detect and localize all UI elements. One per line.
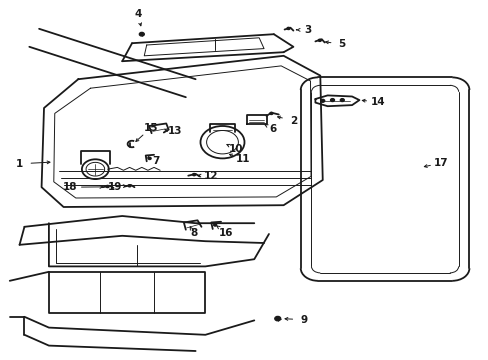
Text: 9: 9	[300, 315, 307, 325]
Text: 3: 3	[304, 25, 311, 35]
Circle shape	[318, 39, 321, 41]
Text: 19: 19	[107, 182, 122, 192]
Text: 7: 7	[151, 156, 159, 166]
Circle shape	[274, 316, 280, 321]
Circle shape	[340, 99, 344, 102]
Text: 16: 16	[218, 228, 233, 238]
Text: 5: 5	[338, 39, 345, 49]
Text: 17: 17	[433, 158, 448, 168]
Text: 2: 2	[289, 116, 296, 126]
Circle shape	[286, 27, 289, 30]
Circle shape	[320, 99, 324, 102]
Text: 6: 6	[269, 124, 276, 134]
Circle shape	[148, 157, 151, 159]
Circle shape	[139, 32, 144, 36]
Circle shape	[330, 99, 334, 102]
Text: 14: 14	[370, 97, 385, 107]
Text: 4: 4	[134, 9, 142, 19]
Text: 11: 11	[235, 154, 250, 165]
Text: 1: 1	[16, 159, 23, 169]
Circle shape	[192, 174, 195, 176]
Circle shape	[213, 224, 216, 226]
Circle shape	[106, 185, 109, 188]
Text: 15: 15	[143, 123, 158, 133]
Text: 13: 13	[167, 126, 182, 136]
Text: 18: 18	[62, 182, 77, 192]
Text: 8: 8	[190, 228, 197, 238]
Text: 12: 12	[203, 171, 218, 181]
Text: 10: 10	[228, 144, 243, 154]
Circle shape	[128, 185, 131, 187]
Circle shape	[269, 112, 272, 114]
